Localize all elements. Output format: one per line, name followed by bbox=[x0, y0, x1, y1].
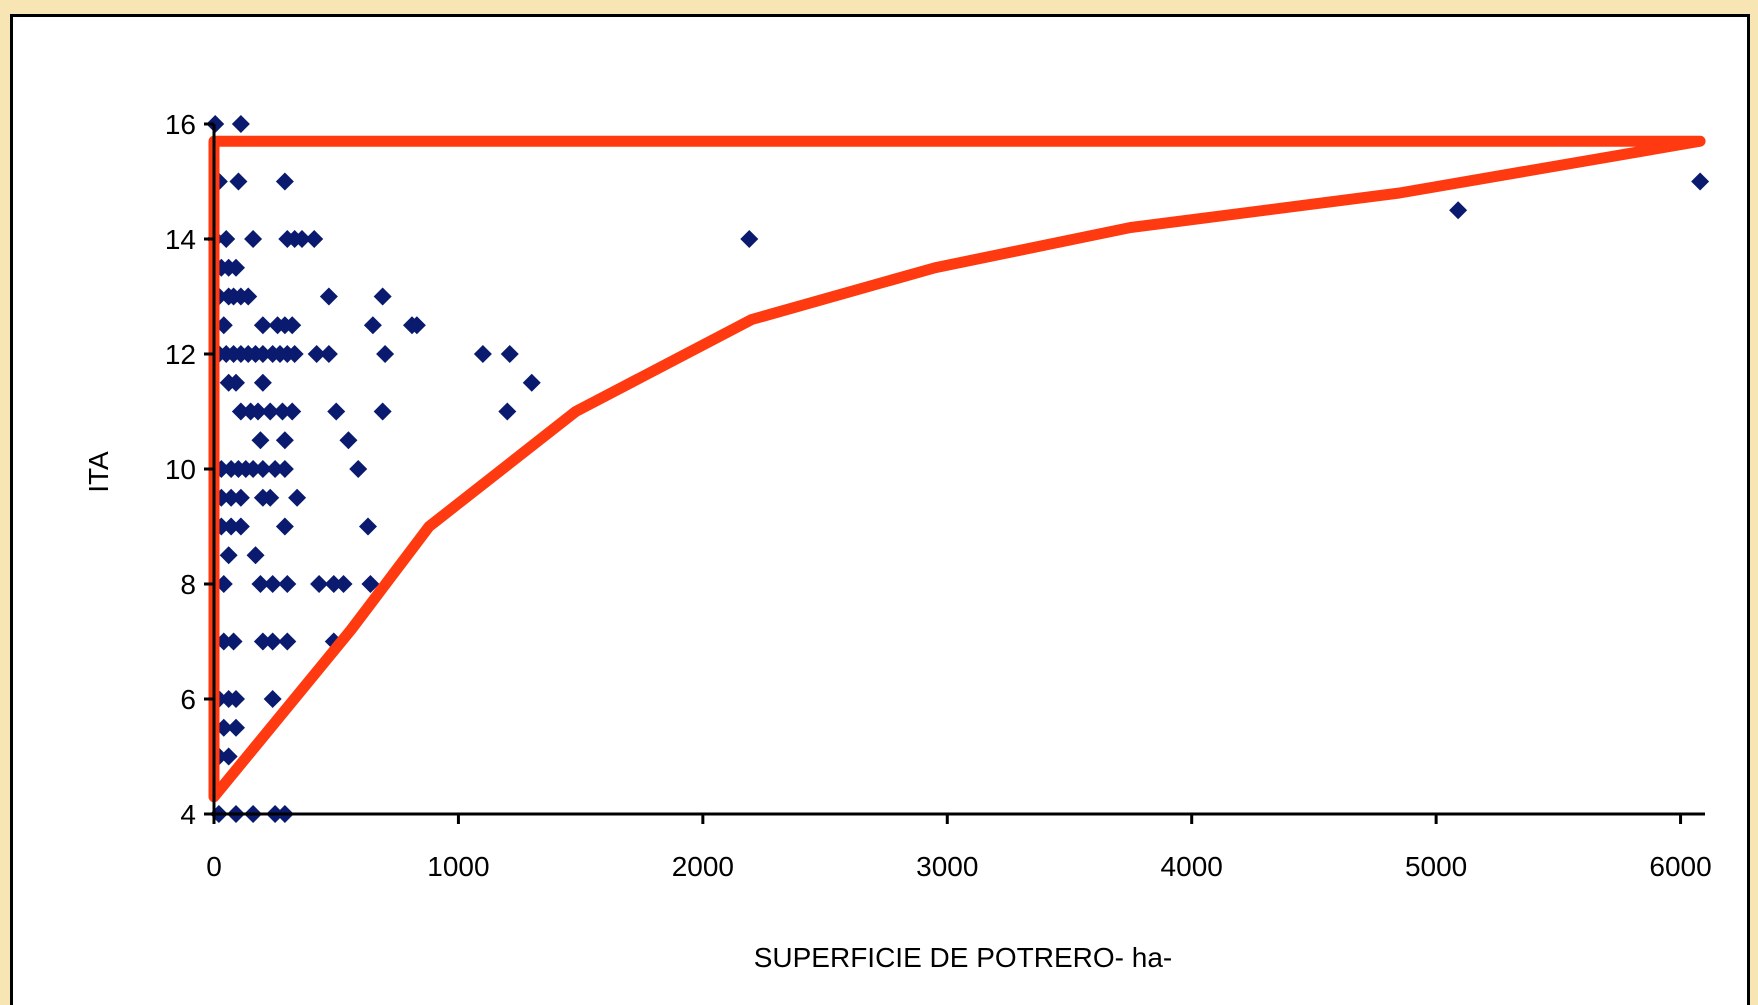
data-points bbox=[206, 115, 1710, 823]
data-point bbox=[226, 258, 245, 277]
data-point bbox=[222, 517, 241, 536]
data-point bbox=[319, 287, 338, 306]
data-point bbox=[288, 488, 307, 507]
data-point bbox=[231, 402, 250, 421]
data-point bbox=[292, 230, 311, 248]
data-point bbox=[266, 460, 285, 478]
data-point bbox=[278, 575, 297, 593]
data-point bbox=[275, 172, 294, 191]
x-tick-label: 4000 bbox=[1161, 851, 1223, 882]
y-tick-label: 14 bbox=[165, 224, 196, 255]
envelope-line bbox=[208, 135, 1706, 803]
data-point bbox=[251, 575, 270, 593]
data-point bbox=[261, 488, 280, 507]
data-point bbox=[239, 287, 258, 306]
data-point bbox=[226, 373, 245, 392]
data-point bbox=[222, 488, 241, 507]
data-point bbox=[226, 718, 245, 737]
data-point bbox=[246, 546, 265, 565]
data-point bbox=[319, 345, 338, 363]
data-point bbox=[219, 747, 238, 766]
data-point bbox=[307, 345, 326, 363]
data-point bbox=[217, 230, 236, 248]
data-point bbox=[1691, 172, 1710, 191]
envelope-layer bbox=[208, 135, 1706, 803]
data-point bbox=[253, 460, 272, 478]
data-point bbox=[305, 230, 324, 248]
x-tick-label: 1000 bbox=[427, 851, 489, 882]
data-point bbox=[263, 575, 282, 593]
data-point bbox=[361, 575, 380, 593]
y-tick-label: 4 bbox=[180, 799, 196, 830]
data-point bbox=[244, 230, 263, 248]
data-point bbox=[278, 632, 297, 651]
data-point bbox=[1449, 201, 1468, 220]
data-point bbox=[275, 517, 294, 536]
data-point bbox=[473, 345, 492, 363]
data-point bbox=[358, 517, 377, 536]
data-point bbox=[273, 402, 292, 421]
data-point bbox=[231, 115, 250, 133]
data-point bbox=[498, 402, 517, 421]
data-point bbox=[251, 431, 270, 450]
data-point bbox=[363, 316, 382, 335]
data-point bbox=[275, 431, 294, 450]
y-tick-label: 16 bbox=[165, 109, 196, 140]
data-point bbox=[253, 632, 272, 651]
ticks: 4 6 8 10 12 14 16 0 1000 2000 3000 4000 5000 6000 bbox=[165, 109, 1712, 882]
data-point bbox=[283, 316, 302, 335]
data-point bbox=[285, 345, 304, 363]
data-point bbox=[248, 402, 267, 421]
data-point bbox=[324, 575, 343, 593]
data-point bbox=[740, 230, 759, 248]
data-point bbox=[339, 431, 358, 450]
x-axis-title: SUPERFICIE DE POTRERO- ha- bbox=[754, 942, 1173, 973]
data-point bbox=[334, 575, 353, 593]
data-point bbox=[349, 460, 368, 478]
data-point bbox=[373, 287, 392, 306]
data-point bbox=[407, 316, 426, 335]
data-point bbox=[244, 460, 263, 478]
y-tick-label: 6 bbox=[180, 684, 196, 715]
data-point bbox=[373, 402, 392, 421]
data-point bbox=[500, 345, 519, 363]
data-point bbox=[275, 460, 294, 478]
data-point bbox=[261, 402, 280, 421]
y-tick-label: 10 bbox=[165, 454, 196, 485]
data-point bbox=[283, 402, 302, 421]
data-point bbox=[263, 690, 282, 708]
x-tick-label: 0 bbox=[206, 851, 222, 882]
data-point bbox=[226, 690, 245, 708]
y-axis-title: ITA bbox=[83, 451, 114, 493]
data-point bbox=[310, 575, 329, 593]
data-point bbox=[376, 345, 395, 363]
data-point bbox=[229, 172, 248, 191]
data-point bbox=[231, 517, 250, 536]
x-tick-label: 6000 bbox=[1649, 851, 1711, 882]
data-point bbox=[522, 373, 541, 392]
y-tick-label: 12 bbox=[165, 339, 196, 370]
data-point bbox=[231, 488, 250, 507]
data-point bbox=[224, 632, 243, 651]
data-point bbox=[263, 632, 282, 651]
data-point bbox=[253, 373, 272, 392]
x-tick-label: 3000 bbox=[916, 851, 978, 882]
axes bbox=[212, 124, 1705, 816]
y-tick-label: 8 bbox=[180, 569, 196, 600]
x-tick-label: 5000 bbox=[1405, 851, 1467, 882]
x-tick-label: 2000 bbox=[672, 851, 734, 882]
data-point bbox=[253, 316, 272, 335]
data-point bbox=[219, 546, 238, 565]
data-point bbox=[253, 345, 272, 363]
data-point bbox=[327, 402, 346, 421]
